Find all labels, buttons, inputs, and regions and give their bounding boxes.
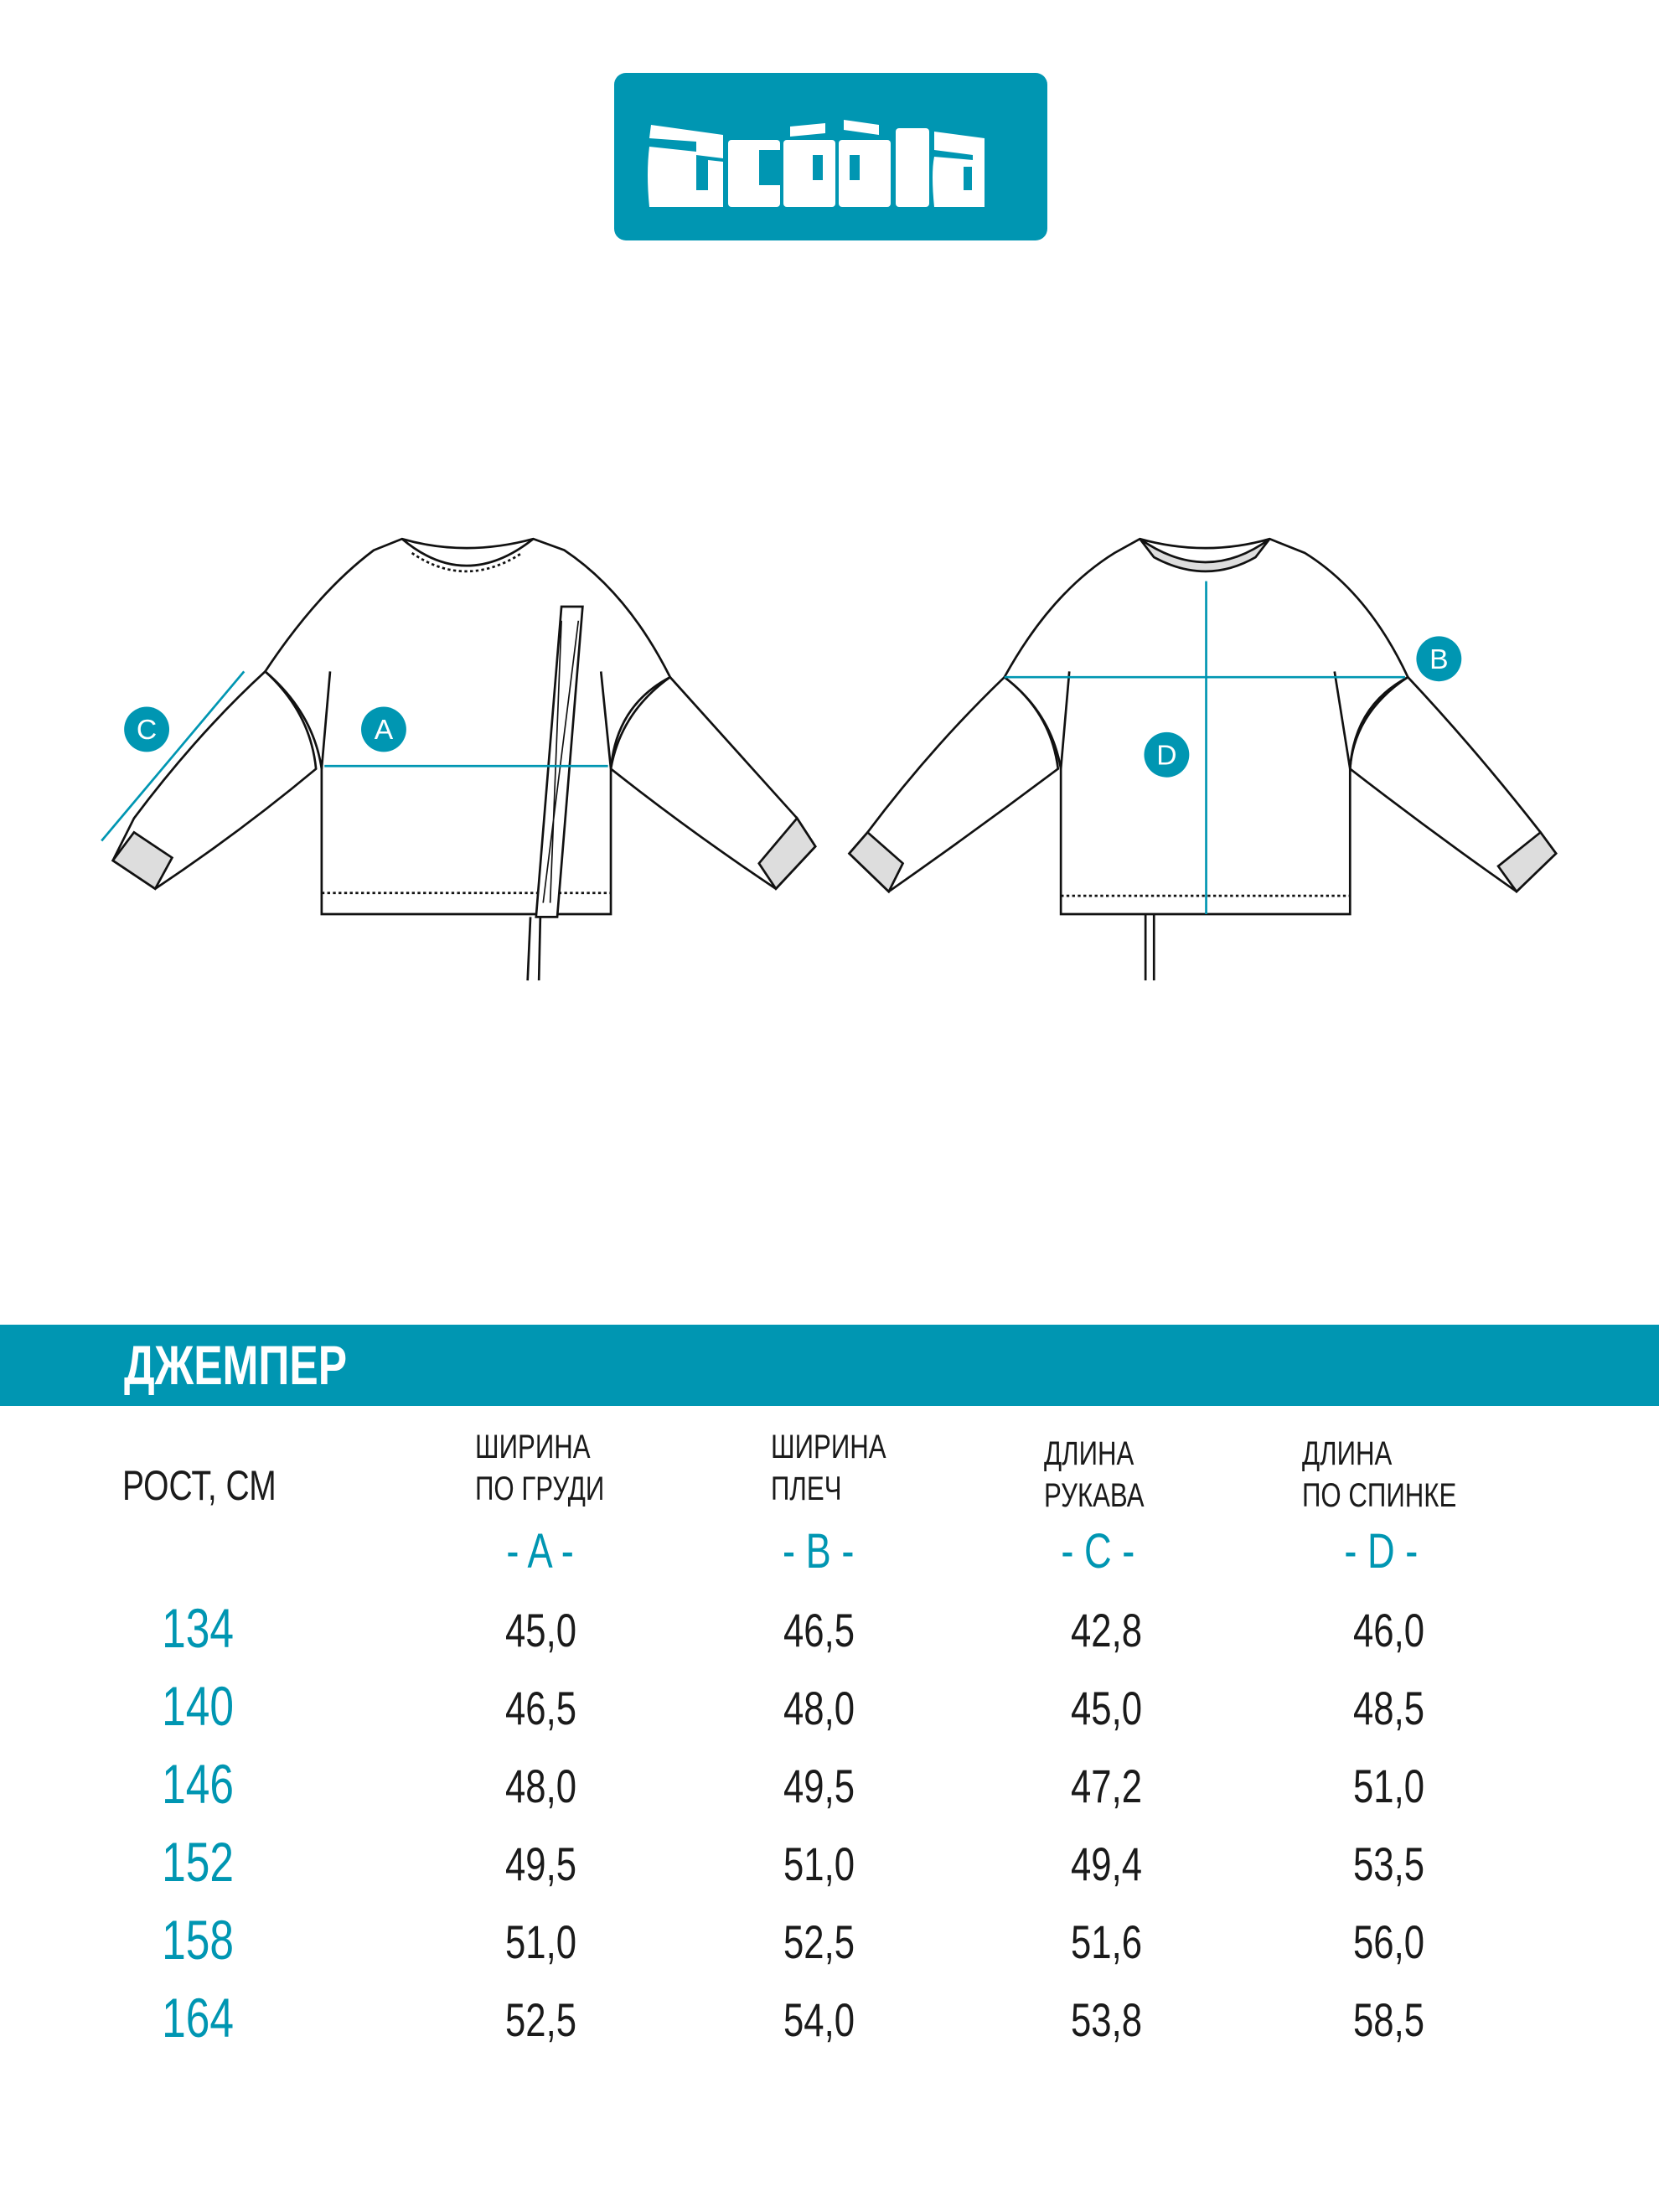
- cell-value: 52,5: [504, 1993, 576, 2046]
- marker-c: [124, 706, 170, 752]
- product-title-bar: [0, 1325, 1659, 1406]
- table-cell: 53,5: [1305, 1837, 1472, 1891]
- table-cell: 49,4: [1022, 1837, 1190, 1891]
- measure-arrows: [101, 581, 1462, 915]
- back-view: [847, 537, 1558, 981]
- table-cell: 42,8: [1022, 1603, 1190, 1657]
- front-view: [111, 537, 817, 981]
- table-cell: 46,5: [735, 1603, 902, 1657]
- table-cell: 52,5: [457, 1992, 624, 2047]
- cell-value: 58,5: [1352, 1993, 1424, 2046]
- row-height: 140: [114, 1674, 282, 1738]
- table-cell: 47,2: [1022, 1759, 1190, 1813]
- table-cell: 53,8: [1022, 1992, 1190, 2047]
- height-header: РОСТ, СМ: [122, 1462, 276, 1509]
- back-right-sleeve: [1348, 675, 1558, 893]
- row-height: 152: [114, 1830, 282, 1894]
- cell-value: 56,0: [1352, 1915, 1424, 1968]
- table-cell: 48,0: [457, 1759, 624, 1813]
- row-height-value: 152: [162, 1831, 234, 1893]
- cell-value: 53,5: [1352, 1837, 1424, 1890]
- row-height-value: 158: [162, 1909, 234, 1971]
- col-b-line2: ПЛЕЧ: [771, 1470, 842, 1507]
- col-d-letter: - D -: [1344, 1524, 1418, 1579]
- table-cell: 51,0: [1305, 1759, 1472, 1813]
- row-height-value: 140: [162, 1675, 234, 1737]
- col-a-line2: ПО ГРУДИ: [475, 1470, 605, 1507]
- cell-value: 45,0: [1070, 1682, 1142, 1734]
- marker-a-label: A: [375, 715, 394, 746]
- row-height-value: 164: [162, 1987, 234, 2049]
- col-c-letter: - C -: [1061, 1524, 1134, 1579]
- cell-value: 51,0: [1352, 1760, 1424, 1812]
- col-a-line1: ШИРИНА: [475, 1429, 591, 1465]
- cell-value: 45,0: [504, 1604, 576, 1656]
- cell-value: 48,5: [1352, 1682, 1424, 1734]
- table-cell: 45,0: [457, 1603, 624, 1657]
- table-cell: 51,0: [457, 1915, 624, 1969]
- product-title: ДЖЕМПЕР: [124, 1334, 348, 1396]
- cell-value: 48,0: [783, 1682, 855, 1734]
- col-b-line1: ШИРИНА: [771, 1429, 886, 1465]
- cell-value: 46,0: [1352, 1604, 1424, 1656]
- row-height-value: 134: [162, 1597, 234, 1659]
- cell-value: 48,0: [504, 1760, 576, 1812]
- cell-value: 46,5: [783, 1604, 855, 1656]
- table-cell: 58,5: [1305, 1992, 1472, 2047]
- logo-wordmark: [648, 120, 985, 207]
- col-c-line2: РУКАВА: [1044, 1477, 1145, 1514]
- table-cell: 49,5: [735, 1759, 902, 1813]
- col-d-line1: ДЛИНА: [1302, 1435, 1393, 1472]
- row-height-value: 146: [162, 1753, 234, 1815]
- table-cell: 46,5: [457, 1681, 624, 1735]
- marker-a: [361, 706, 406, 752]
- table-cell: 48,5: [1305, 1681, 1472, 1735]
- marker-b-label: B: [1429, 644, 1448, 675]
- cell-value: 54,0: [783, 1993, 855, 2046]
- row-height: 158: [114, 1908, 282, 1972]
- col-a-letter: - A -: [506, 1524, 575, 1579]
- cell-value: 49,5: [783, 1760, 855, 1812]
- marker-d: [1144, 731, 1190, 778]
- front-left-sleeve: [111, 669, 318, 891]
- col-b-letter: - B -: [783, 1524, 855, 1579]
- cell-value: 49,4: [1070, 1837, 1142, 1890]
- cell-value: 52,5: [783, 1915, 855, 1968]
- brand-logo: [614, 73, 1047, 240]
- table-cell: 54,0: [735, 1992, 902, 2047]
- table-cell: 49,5: [457, 1837, 624, 1891]
- row-height: 146: [114, 1752, 282, 1816]
- table-cell: 48,0: [735, 1681, 902, 1735]
- row-height: 134: [114, 1596, 282, 1660]
- col-c-line1: ДЛИНА: [1044, 1435, 1134, 1472]
- table-cell: 45,0: [1022, 1681, 1190, 1735]
- col-d-line2: ПО СПИНКЕ: [1302, 1477, 1457, 1514]
- row-height: 164: [114, 1986, 282, 2049]
- cell-value: 53,8: [1070, 1993, 1142, 2046]
- table-cell: 56,0: [1305, 1915, 1472, 1969]
- cell-value: 47,2: [1070, 1760, 1142, 1812]
- cell-value: 51,6: [1070, 1915, 1142, 1968]
- marker-c-label: C: [137, 715, 157, 746]
- marker-d-label: D: [1156, 741, 1176, 772]
- table-cell: 46,0: [1305, 1603, 1472, 1657]
- cell-value: 51,0: [504, 1915, 576, 1968]
- cell-value: 49,5: [504, 1837, 576, 1890]
- cell-value: 42,8: [1070, 1604, 1142, 1656]
- front-right-sleeve: [609, 675, 817, 891]
- front-collar: [401, 538, 535, 567]
- marker-b: [1416, 636, 1462, 682]
- cell-value: 51,0: [783, 1837, 855, 1890]
- table-cell: 51,6: [1022, 1915, 1190, 1969]
- table-cell: 51,0: [735, 1837, 902, 1891]
- arrow-c: [101, 670, 245, 842]
- cell-value: 46,5: [504, 1682, 576, 1734]
- table-cell: 52,5: [735, 1915, 902, 1969]
